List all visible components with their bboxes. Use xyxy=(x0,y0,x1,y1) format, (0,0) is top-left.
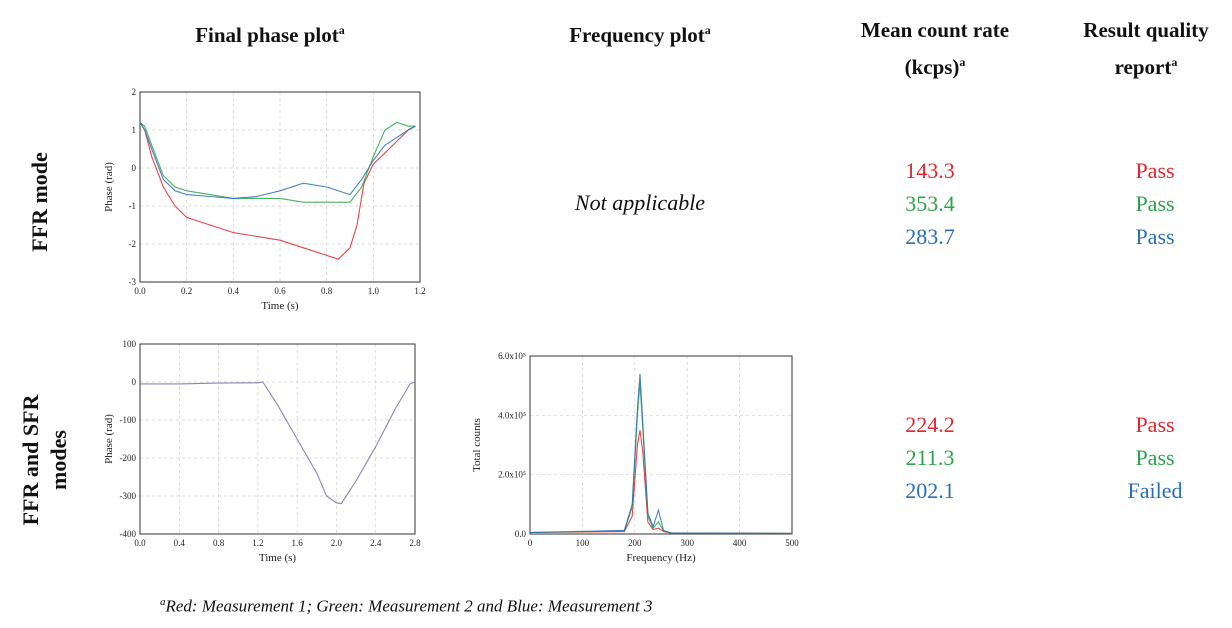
x-tick-label: 300 xyxy=(680,538,694,548)
ffr-quality-m2: Pass xyxy=(1135,191,1175,216)
ffr-count-m3: 283.7 xyxy=(905,224,955,249)
ffr-count-m1: 143.3 xyxy=(905,158,955,183)
x-tick-label: 0.2 xyxy=(181,286,192,296)
row-label-ffr-text: FFR mode xyxy=(27,152,52,252)
series-line-1 xyxy=(529,430,793,534)
ffr-sfr-count-m2: 211.3 xyxy=(905,445,955,470)
header-count-unit: (kcps) xyxy=(904,55,960,79)
x-tick-label: 500 xyxy=(785,538,799,548)
header-frequency-plot: Frequency plota xyxy=(510,14,770,51)
ffr-sfr-quality-m1: Pass xyxy=(1135,412,1175,437)
footnote: aRed: Measurement 1; Green: Measurement … xyxy=(160,596,960,617)
ffr-sfr-quality: Pass Pass Failed xyxy=(1095,408,1215,507)
x-tick-label: 2.8 xyxy=(409,538,421,548)
header-count-line2: (kcps)a xyxy=(820,46,1050,83)
x-tick-label: 0 xyxy=(528,538,533,548)
header-result-quality: Result quality reporta xyxy=(1060,14,1232,83)
header-count-rate: Mean count rate (kcps)a xyxy=(820,14,1050,83)
x-axis-label: Frequency (Hz) xyxy=(626,552,696,564)
row-label-ffr: FFR mode xyxy=(26,102,54,302)
x-tick-label: 100 xyxy=(576,538,590,548)
x-tick-label: 0.4 xyxy=(228,286,240,296)
plot-frame xyxy=(139,91,421,283)
x-tick-label: 0.8 xyxy=(213,538,225,548)
series-line-2 xyxy=(139,121,416,203)
x-tick-label: 0.0 xyxy=(134,286,146,296)
x-tick-label: 2.4 xyxy=(370,538,382,548)
ffr-sfr-quality-m3: Failed xyxy=(1127,478,1183,503)
y-tick-label: -300 xyxy=(120,491,137,501)
ffr-quality-m1: Pass xyxy=(1135,158,1175,183)
y-tick-label: 0 xyxy=(132,377,137,387)
y-tick-label: -400 xyxy=(120,529,137,539)
x-tick-label: 1.0 xyxy=(368,286,380,296)
ffr-quality-m3: Pass xyxy=(1135,224,1175,249)
x-tick-label: 0.8 xyxy=(321,286,333,296)
row-label-ffr-sfr-line1: FFR and SFR xyxy=(18,394,43,526)
series-line-3 xyxy=(139,122,416,199)
row-label-ffr-sfr: FFR and SFR modes xyxy=(17,360,73,560)
header-phase-text: Final phase plot xyxy=(195,23,339,47)
y-axis-label: Phase (rad) xyxy=(103,414,115,464)
header-phase-sup: a xyxy=(338,23,345,37)
series-line-1 xyxy=(140,381,416,505)
ffr-sfr-phase-chart: 0.0 0.4 0.8 1.2 1.6 2.0 2.4 2.8 100 0 -100 -200 -300… xyxy=(103,339,421,564)
footnote-text: Red: Measurement 1; Green: Measurement 2… xyxy=(165,596,653,616)
y-tick-label: 2 xyxy=(132,87,137,97)
header-quality-line1: Result quality xyxy=(1083,18,1209,42)
row-label-ffr-sfr-line2: modes xyxy=(46,430,71,490)
plot-frame xyxy=(139,343,416,535)
series-line-3 xyxy=(529,373,793,534)
x-axis-label: Time (s) xyxy=(261,300,299,312)
not-applicable-text: Not applicable xyxy=(574,190,706,215)
ffr-sfr-count-rates: 224.2 211.3 202.1 xyxy=(870,408,990,507)
x-tick-label: 2.0 xyxy=(331,538,343,548)
y-tick-label: -1 xyxy=(129,201,137,211)
header-frequency-sup: a xyxy=(704,23,711,37)
y-axis-label: Phase (rad) xyxy=(103,162,115,212)
plot-frame xyxy=(529,355,793,535)
header-count-line1: Mean count rate xyxy=(860,18,1010,42)
x-tick-label: 0.4 xyxy=(174,538,186,548)
x-axis-label: Time (s) xyxy=(259,552,297,564)
header-quality-report: report xyxy=(1114,55,1172,79)
y-tick-label: 1 xyxy=(132,125,137,135)
header-quality-line2: reporta xyxy=(1060,46,1232,83)
y-tick-label: 2.0x10⁵ xyxy=(498,470,526,480)
x-tick-label: 1.2 xyxy=(414,286,425,296)
series-line-1 xyxy=(139,122,416,260)
y-tick-label: 4.0x10⁵ xyxy=(498,410,526,420)
y-tick-label: 0.0 xyxy=(515,529,527,539)
x-tick-label: 400 xyxy=(733,538,747,548)
y-tick-label: -100 xyxy=(120,415,137,425)
y-tick-label: -3 xyxy=(129,277,137,287)
x-tick-label: 0.6 xyxy=(274,286,286,296)
y-axis-label: Total counts xyxy=(471,418,483,472)
ffr-quality: Pass Pass Pass xyxy=(1095,154,1215,253)
y-tick-label: -200 xyxy=(120,453,137,463)
y-tick-label: -2 xyxy=(129,239,137,249)
frequency-chart: 0 100 200 300 400 500 6.0x10⁵ 4.0x10⁵ 2.0x10⁵ 0.0… xyxy=(471,351,799,564)
y-tick-label: 0 xyxy=(132,163,137,173)
y-tick-label: 100 xyxy=(123,339,137,349)
footnote-sup: a xyxy=(160,596,166,608)
x-tick-label: 0.0 xyxy=(134,538,146,548)
series-line-2 xyxy=(529,382,793,534)
ffr-sfr-quality-m2: Pass xyxy=(1135,445,1175,470)
x-tick-label: 200 xyxy=(628,538,642,548)
header-quality-sup: a xyxy=(1171,55,1178,69)
x-tick-label: 1.2 xyxy=(252,538,263,548)
header-count-sup: a xyxy=(959,55,966,69)
ffr-sfr-count-m1: 224.2 xyxy=(905,412,955,437)
header-phase-plot: Final phase plota xyxy=(140,14,400,51)
ffr-count-m2: 353.4 xyxy=(905,191,955,216)
ffr-sfr-count-m3: 202.1 xyxy=(905,478,955,503)
ffr-phase-chart: 0.0 0.2 0.4 0.6 0.8 1.0 1.2 2 1 0 -1 -2 -3 Time (s) Ph… xyxy=(103,87,426,312)
x-tick-label: 1.6 xyxy=(292,538,304,548)
header-frequency-text: Frequency plot xyxy=(569,23,705,47)
ffr-count-rates: 143.3 353.4 283.7 xyxy=(870,154,990,253)
y-tick-label: 6.0x10⁵ xyxy=(498,351,526,361)
